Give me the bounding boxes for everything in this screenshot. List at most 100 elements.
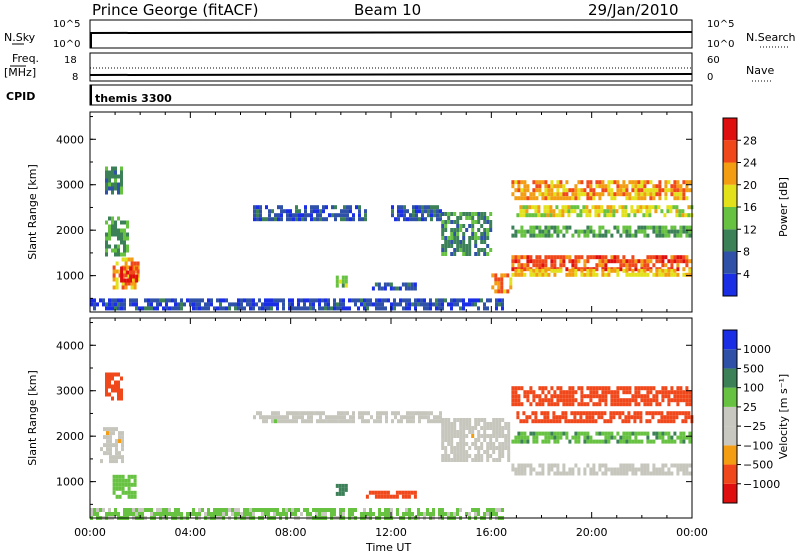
data-cell (180, 298, 183, 303)
data-cell (289, 411, 292, 416)
data-cell (544, 196, 548, 201)
data-cell (634, 267, 638, 272)
data-cell (111, 186, 114, 191)
data-cell (520, 229, 524, 234)
data-cell (486, 508, 489, 512)
data-cell (412, 213, 415, 218)
data-cell (177, 302, 180, 307)
data-cell (682, 467, 686, 472)
data-cell (546, 213, 550, 218)
data-cell (631, 431, 635, 436)
data-cell (597, 205, 601, 210)
data-cell (369, 298, 372, 303)
data-cell (118, 494, 122, 499)
data-cell (612, 209, 616, 214)
data-cell (538, 259, 542, 264)
data-cell (679, 196, 683, 201)
data-cell (556, 431, 560, 436)
data-cell (619, 233, 623, 238)
data-cell (646, 272, 650, 277)
data-cell (495, 508, 498, 512)
data-cell (601, 184, 605, 189)
data-cell (657, 205, 661, 210)
data-cell (338, 491, 342, 496)
data-cell (613, 192, 617, 197)
data-cell (401, 494, 405, 499)
data-cell (555, 213, 559, 218)
y-tick-label: 1000 (56, 270, 84, 283)
data-cell (498, 418, 502, 422)
data-cell (492, 418, 496, 422)
data-cell (120, 270, 124, 275)
data-cell (571, 402, 575, 407)
data-cell (130, 474, 134, 479)
data-cell (670, 229, 674, 234)
data-cell (591, 419, 595, 424)
data-cell (459, 434, 463, 438)
data-cell (583, 263, 587, 268)
data-cell (661, 467, 665, 472)
data-cell (349, 209, 352, 214)
data-cell (133, 478, 137, 483)
data-cell (610, 402, 614, 407)
data-cell (117, 302, 120, 307)
data-cell (280, 213, 283, 218)
data-cell (639, 419, 643, 424)
data-cell (459, 438, 463, 442)
data-cell (637, 259, 641, 264)
data-cell (124, 482, 128, 487)
data-cell (339, 298, 342, 303)
data-cell (338, 279, 342, 284)
data-cell (616, 386, 620, 391)
data-cell (383, 282, 387, 287)
freq-panel (89, 52, 693, 82)
data-cell (391, 213, 394, 218)
data-cell (598, 467, 602, 472)
data-cell (468, 418, 472, 422)
data-cell (577, 439, 581, 444)
data-cell (618, 411, 622, 416)
data-cell (685, 259, 689, 264)
data-cell (316, 217, 319, 222)
data-cell (649, 259, 653, 264)
data-cell (645, 419, 649, 424)
data-cell (580, 398, 584, 403)
data-cell (592, 268, 596, 273)
data-cell (415, 209, 418, 214)
data-cell (270, 306, 273, 311)
data-cell (273, 508, 276, 512)
data-cell (580, 268, 584, 273)
data-cell (180, 302, 183, 307)
data-cell (664, 188, 668, 193)
data-cell (604, 229, 608, 234)
data-cell (288, 508, 291, 512)
data-cell (404, 490, 408, 495)
data-cell (592, 229, 596, 234)
data-cell (618, 205, 622, 210)
data-cell (634, 272, 638, 277)
data-cell (688, 431, 692, 436)
data-cell (574, 431, 578, 436)
colorbar-tick-label: −25 (743, 420, 766, 433)
data-cell (480, 216, 484, 220)
data-cell (412, 209, 415, 214)
data-cell (123, 220, 126, 225)
data-cell (643, 394, 647, 399)
data-cell (111, 220, 114, 225)
data-cell (129, 274, 133, 279)
data-cell (309, 512, 312, 516)
data-cell (640, 196, 644, 201)
data-cell (366, 302, 369, 307)
data-cell (207, 512, 210, 516)
data-cell (114, 186, 117, 191)
data-cell (171, 512, 174, 516)
data-cell (486, 236, 490, 240)
data-cell (517, 263, 521, 268)
data-cell (439, 209, 442, 214)
data-cell (613, 467, 617, 472)
data-cell (361, 419, 364, 424)
data-cell (586, 268, 590, 273)
data-cell (628, 402, 632, 407)
data-cell (559, 398, 563, 403)
data-cell (310, 205, 313, 210)
